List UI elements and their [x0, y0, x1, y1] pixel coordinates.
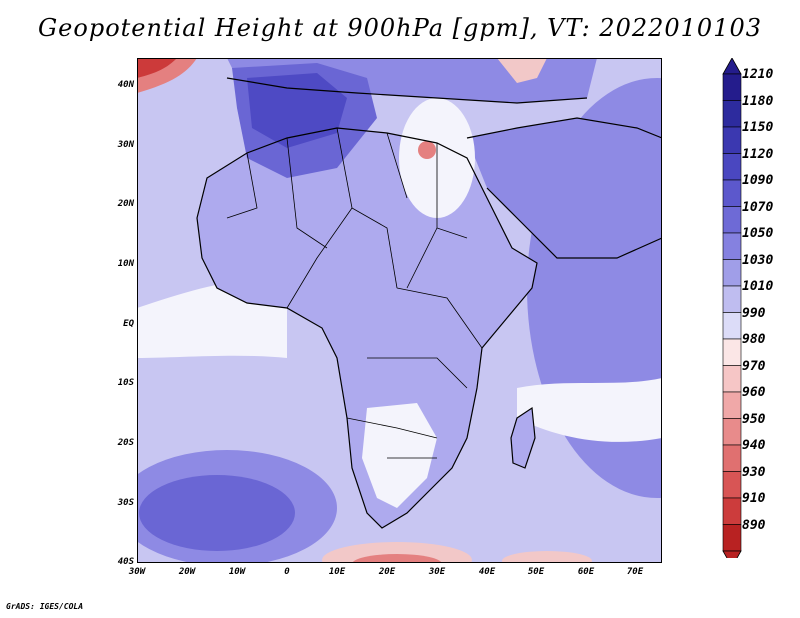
colorbar-segment [722, 285, 742, 313]
colorbar-label: 1070 [742, 199, 774, 215]
lat-label-10n: 10N [117, 259, 134, 269]
colorbar-segment [722, 232, 742, 260]
southern-africa-neutral [362, 403, 437, 508]
lat-label-30n: 30N [117, 140, 134, 150]
colorbar-top-arrow [722, 58, 742, 75]
lat-label-10s: 10S [117, 378, 134, 388]
madagascar-coastline [510, 406, 536, 469]
lon-label-20w: 20W [178, 567, 196, 577]
map-panel [137, 58, 662, 563]
colorbar-label: 990 [742, 305, 766, 321]
colorbar-label: 1120 [742, 146, 774, 162]
colorbar-label: 980 [742, 332, 766, 347]
lon-label-30w: 30W [128, 567, 146, 577]
arabia-coastline [466, 117, 662, 259]
lon-label-50e: 50E [527, 567, 545, 577]
colorbar-segment [722, 418, 742, 446]
lon-label-30e: 30E [428, 567, 446, 577]
lat-label-20n: 20N [117, 199, 134, 209]
lat-label-40n: 40N [117, 80, 134, 90]
colorbar-label: 970 [742, 358, 766, 374]
lat-label-20s: 20S [117, 438, 134, 448]
lon-label-40e: 40E [478, 567, 496, 577]
colorbar-label: 910 [742, 491, 766, 506]
colorbar-label: 930 [742, 464, 766, 480]
colorbar-label: 1050 [742, 226, 774, 241]
colorbar-segment [722, 497, 742, 525]
colorbar-segment [722, 259, 742, 287]
grads-footer: GrADS: IGES/COLA [6, 602, 84, 611]
colorbar-segment [722, 153, 742, 181]
north-low [497, 58, 547, 83]
colorbar-segment [722, 73, 742, 101]
nw-africa-high-core [247, 73, 347, 148]
colorbar-segment [722, 391, 742, 419]
lon-label-60e: 60E [577, 567, 595, 577]
colorbar-label: 1180 [742, 93, 774, 109]
colorbar-segment [722, 444, 742, 472]
lon-label-10e: 10E [328, 567, 346, 577]
arabia-landmass [467, 118, 662, 258]
colorbar [722, 58, 742, 558]
europe-coastline [226, 77, 588, 104]
country-borders [226, 127, 483, 459]
northwest-corner-low-core [137, 58, 177, 78]
colorbar-segment [722, 338, 742, 366]
colorbar-label: 960 [742, 385, 766, 400]
madagascar-landmass [511, 408, 535, 468]
lat-label-40s: 40S [117, 557, 134, 567]
colorbar-segment [722, 206, 742, 234]
colorbar-label: 890 [742, 517, 766, 533]
colorbar-segment [722, 471, 742, 499]
africa-coastline [196, 127, 538, 529]
colorbar-bottom-arrow [722, 550, 742, 558]
lon-label-0: 0 [284, 567, 290, 577]
indian-band [517, 378, 662, 442]
south-low-outer [322, 542, 472, 563]
lon-label-10w: 10W [228, 567, 246, 577]
map-title: Geopotential Height at 900hPa [gpm], VT:… [38, 14, 762, 42]
colorbar-segment [722, 312, 742, 340]
colorbar-label: 1090 [742, 173, 774, 188]
geopotential-map [137, 58, 662, 563]
africa-landmass [197, 128, 537, 528]
colorbar-label: 950 [742, 411, 766, 427]
colorbar-segment [722, 126, 742, 154]
colorbar-label: 1150 [742, 120, 774, 135]
colorbar-label: 1030 [742, 252, 774, 268]
lon-label-20e: 20E [378, 567, 396, 577]
colorbar-segment [722, 179, 742, 207]
lon-label-70e: 70E [626, 567, 644, 577]
southeast-low [502, 551, 592, 563]
colorbar-segment [722, 524, 742, 552]
colorbar-segment [722, 365, 742, 393]
south-atlantic-high-inner [139, 475, 295, 551]
colorbar-label: 1210 [742, 67, 774, 82]
colorbar-segment [722, 100, 742, 128]
south-low-inner [352, 554, 442, 563]
egypt-low [418, 141, 436, 159]
map-frame [137, 58, 662, 563]
lat-label-eq: EQ [123, 319, 134, 329]
colorbar-label: 1010 [742, 279, 774, 294]
colorbar-label: 940 [742, 438, 766, 453]
lat-label-30s: 30S [117, 498, 134, 508]
